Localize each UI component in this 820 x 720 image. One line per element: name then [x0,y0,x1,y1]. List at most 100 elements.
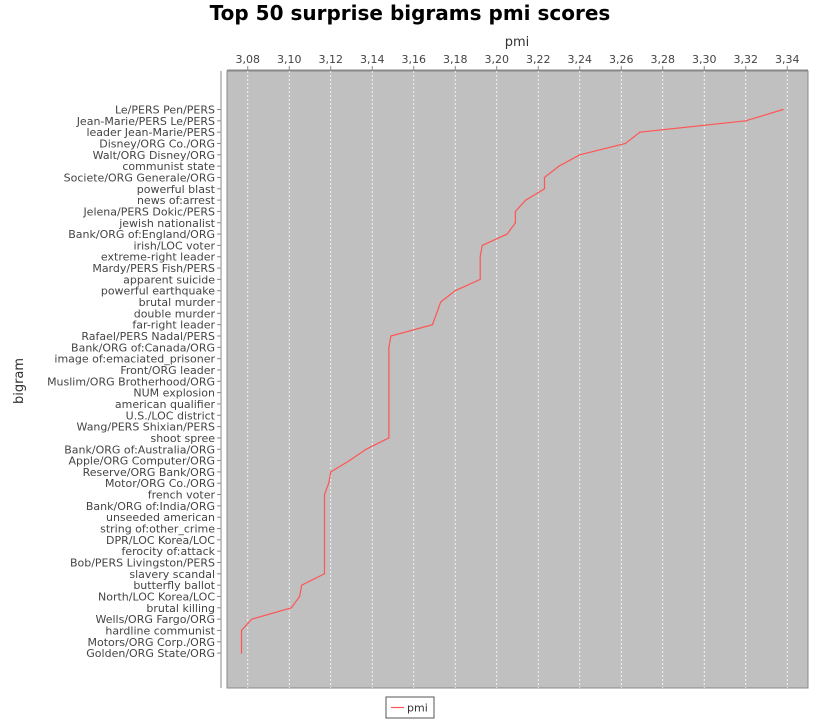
y-tick-label: Bank/ORG of:India/ORG [86,500,215,513]
data-point [431,324,434,326]
y-tick-label: brutal killing [146,602,215,615]
plot-area [226,70,809,689]
data-point [290,607,292,609]
x-tick-label: 3,16 [402,53,427,66]
y-tick-label: Walt/ORG Disney/ORG [93,149,215,162]
legend-label-pmi: pmi [407,702,428,715]
y-tick-label: powerful blast [137,183,216,196]
y-tick-label: Motor/ORG Co./ORG [105,477,215,490]
data-point [624,142,627,145]
y-tick-label: Reserve/ORG Bank/ORG [83,466,215,479]
y-tick-label: Apple/ORG Computer/ORG [68,455,215,468]
y-tick-label: Bank/ORG of:Australia/ORG [64,443,215,456]
y-tick-label: Motors/ORG Corp./ORG [88,636,216,649]
data-point [388,403,390,405]
gridlines [247,71,788,688]
y-tick-label: Disney/ORG Co./ORG [99,137,215,150]
y-tick-label: Front/ORG leader [120,364,215,377]
data-point [388,346,390,348]
y-tick-label: Societe/ORG Generale/ORG [64,171,215,184]
legend-box [385,696,435,719]
y-tick-label: far-right leader [132,319,215,332]
x-tick-label: 3,10 [277,53,302,66]
y-tick-label: Bob/PERS Livingston/PERS [70,557,215,570]
y-tick-label: irish/LOC voter [134,239,216,252]
series-layer [240,108,784,654]
data-point [323,573,326,575]
y-tick-label: american qualifier [115,398,216,411]
y-tick-label: jewish nationalist [118,217,215,230]
data-point [388,437,390,439]
data-point [240,652,243,654]
data-point [365,448,367,450]
data-point [323,505,326,507]
data-point [240,629,243,632]
y-tick-label: Le/PERS Pen/PERS [115,104,215,117]
y-tick-label: Mardy/PERS Fish/PERS [92,262,215,275]
x-tick-label: 3,08 [236,53,261,66]
data-point [543,176,546,179]
y-tick-label: DPR/LOC Korea/LOC [106,534,215,547]
data-point [328,482,330,484]
y-tick-label: apparent suicide [123,273,215,286]
data-point [323,550,326,552]
y-tick-label: french voter [148,489,216,502]
data-point [543,188,546,190]
y-tick-label: Jean-Marie/PERS Le/PERS [76,115,215,128]
data-point [299,595,301,598]
x-tick-label: 3,18 [443,53,468,66]
y-axis-label: bigram [12,358,27,404]
y-tick-label: unseeded american [106,511,215,524]
data-point [388,414,390,416]
y-tick-label: leader Jean-Marie/PERS [86,126,215,139]
y-tick-label: news of:arrest [137,194,216,207]
data-point [782,108,784,111]
data-point [454,290,456,292]
y-tick-label: Bank/ORG of:England/ORG [68,228,215,241]
y-tick-label: extreme-right leader [101,251,216,264]
y-tick-label: communist state [122,160,215,173]
y-tick-label: Bank/ORG of:Canada/ORG [71,341,215,354]
legend: pmi [385,696,435,719]
y-tick-label: slavery scandal [129,568,215,581]
x-tick-label: 3,30 [692,53,717,66]
x-axis: 3,08 3,10 3,12 3,14 3,16 3,18 3,20 3,22 3,24 3,26… [227,53,808,71]
data-point [240,641,243,643]
data-point [514,210,517,213]
data-point [388,358,390,360]
x-tick-label: 3,22 [526,53,551,66]
data-point [323,539,326,541]
x-tick-label: 3,20 [485,53,510,66]
y-tick-label: shoot spree [150,432,215,445]
y-tick-label: double murder [134,307,216,320]
data-point [479,278,481,280]
y-tick-label: image of:emaciated_prisoner [54,353,215,366]
data-point [301,584,303,586]
x-tick-label: 3,12 [319,53,344,66]
data-point [440,301,442,303]
x-tick-label: 3,26 [609,53,634,66]
x-axis-label: pmi [505,35,530,50]
data-point [323,493,326,496]
y-tick-label: U.S./LOC district [126,409,216,422]
data-point [323,527,326,530]
data-point [435,312,438,314]
y-tick-label: powerful earthquake [101,285,215,298]
data-point [388,426,390,428]
data-point [525,199,527,201]
data-point [388,392,390,394]
chart-title: Top 50 surprise bigrams pmi scores [210,1,611,25]
y-tick-label: brutal murder [139,296,216,309]
x-tick-label: 3,14 [360,53,385,66]
data-point [330,471,332,473]
data-point [323,516,326,518]
data-point [479,256,481,258]
x-tick-label: 3,28 [651,53,676,66]
y-tick-label: Rafael/PERS Nadal/PERS [81,330,215,343]
x-tick-label: 3,34 [775,53,800,66]
data-point [479,267,481,269]
y-tick-label: ferocity of:attack [121,545,215,558]
y-tick-label: Jelena/PERS Dokic/PERS [82,205,215,218]
